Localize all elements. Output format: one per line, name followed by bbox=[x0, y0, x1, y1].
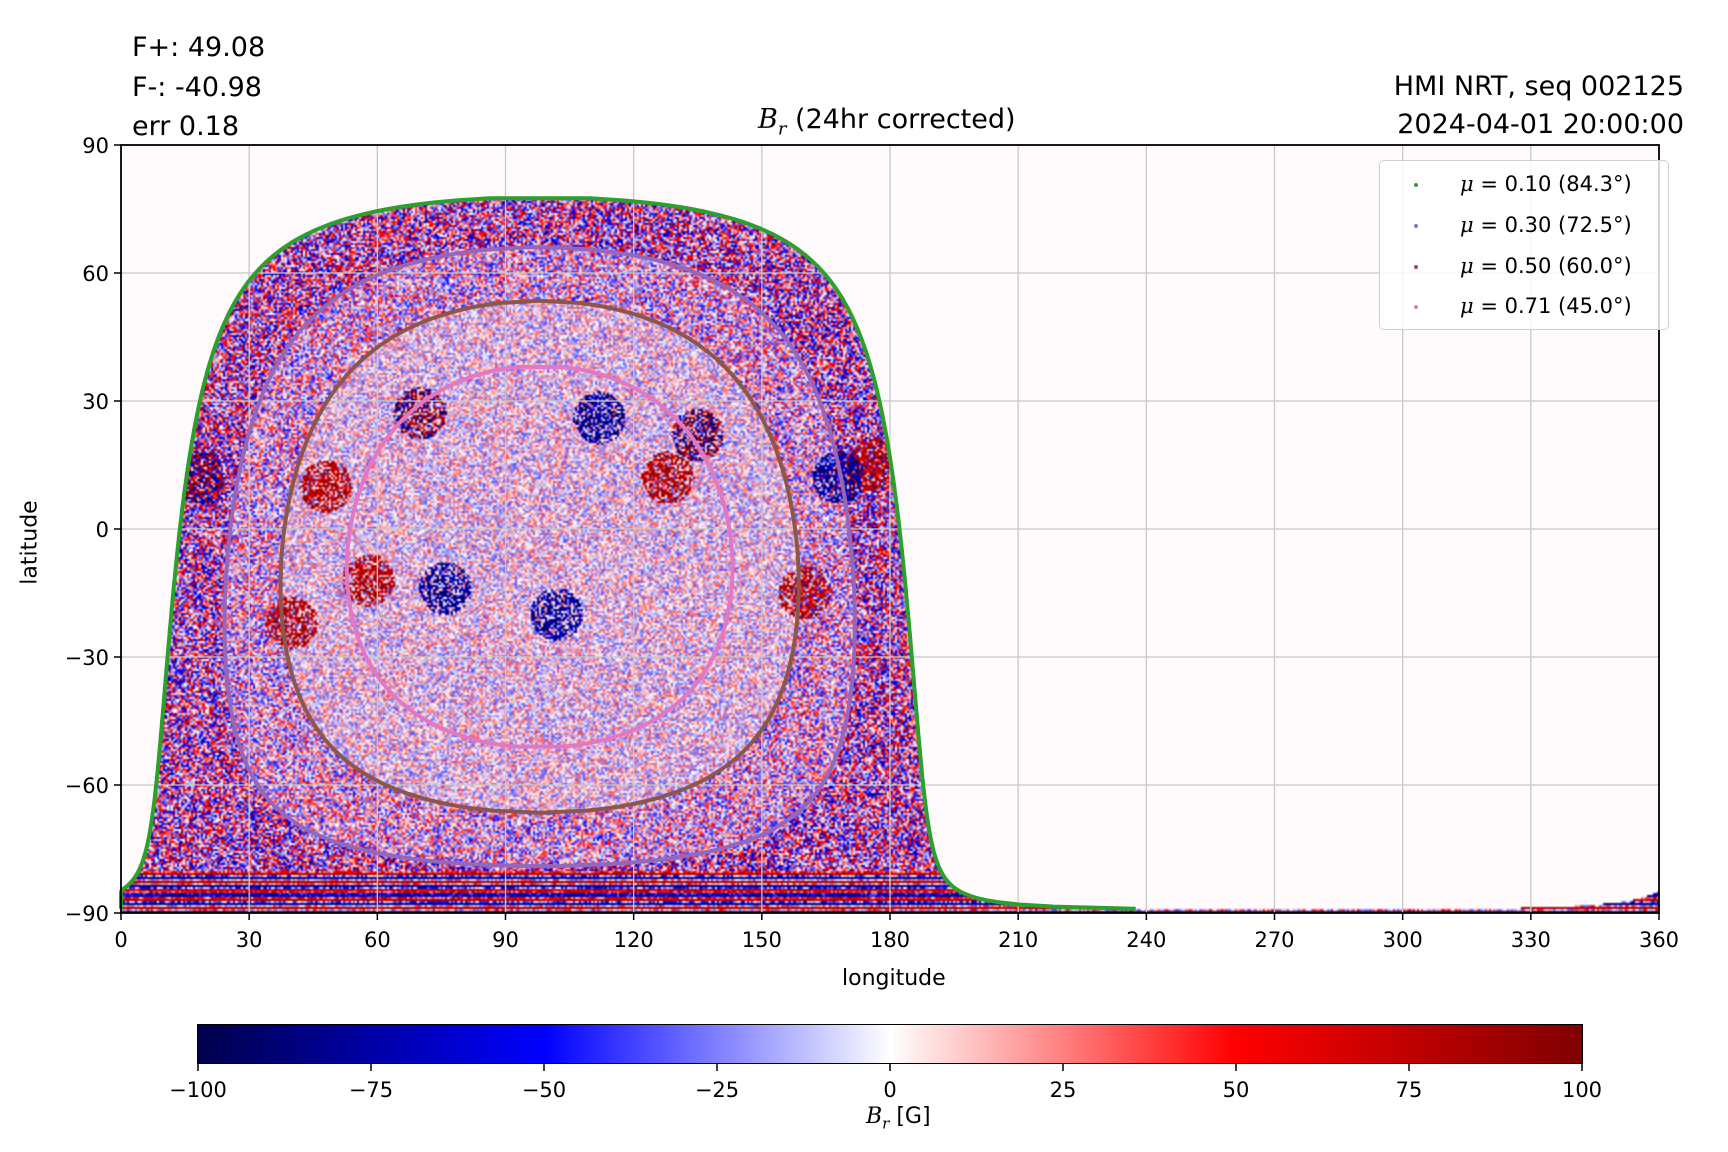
y-tick-label: 30 bbox=[82, 390, 109, 414]
legend-text: = 0.71 (45.0°) bbox=[1473, 294, 1632, 318]
flux-negative-label: F-: -40.98 bbox=[132, 72, 262, 103]
legend-text: = 0.50 (60.0°) bbox=[1473, 254, 1632, 278]
legend-item: μ = 0.30 (72.5°) bbox=[1380, 208, 1668, 244]
legend-item: μ = 0.10 (84.3°) bbox=[1380, 167, 1668, 203]
mu-contour-line bbox=[119, 196, 1136, 911]
colorbar-ticks: −100 −75 −50 −25 0 25 50 75 100 bbox=[169, 1063, 1602, 1102]
legend-symbol: μ bbox=[1460, 213, 1474, 237]
colorbar-tick-label: 25 bbox=[1050, 1078, 1077, 1102]
x-tick-label: 90 bbox=[492, 928, 519, 952]
legend-marker-icon bbox=[1414, 305, 1418, 309]
colorbar-tick-label: −25 bbox=[695, 1078, 739, 1102]
legend-marker-icon bbox=[1414, 183, 1418, 187]
error-label: err 0.18 bbox=[132, 111, 240, 142]
y-tick-label: −90 bbox=[65, 902, 109, 926]
legend-symbol: μ bbox=[1460, 254, 1474, 278]
y-tick-label: −60 bbox=[65, 774, 109, 798]
x-tick-label: 330 bbox=[1511, 928, 1551, 952]
instrument-label: HMI NRT, seq 002125 bbox=[1393, 71, 1684, 102]
x-tick-label: 30 bbox=[236, 928, 263, 952]
legend-text: = 0.10 (84.3°) bbox=[1473, 172, 1632, 196]
flux-positive-label: F+: 49.08 bbox=[132, 32, 266, 63]
mu-contour-line bbox=[344, 364, 735, 749]
legend-text: = 0.30 (72.5°) bbox=[1473, 213, 1632, 237]
grid-lines bbox=[121, 145, 1659, 913]
mu-contour-line bbox=[222, 245, 857, 869]
x-tick-label: 360 bbox=[1639, 928, 1679, 952]
x-tick-label: 300 bbox=[1383, 928, 1423, 952]
y-tick-label: −30 bbox=[65, 646, 109, 670]
x-tick-label: 240 bbox=[1126, 928, 1166, 952]
chart-title: Br (24hr corrected) bbox=[758, 106, 1016, 138]
legend-marker-icon bbox=[1414, 265, 1418, 269]
x-ticks: 0 30 60 90 120 150 180 210 240 270 300 330 360 bbox=[114, 913, 1679, 952]
legend-item: μ = 0.71 (45.0°) bbox=[1380, 289, 1668, 325]
y-ticks: 90 60 30 0 −30 −60 −90 bbox=[65, 134, 121, 926]
colorbar-frame bbox=[197, 1024, 1583, 1064]
legend-marker-icon bbox=[1414, 224, 1418, 228]
y-tick-label: 0 bbox=[96, 518, 109, 542]
colorbar-tick-label: 0 bbox=[883, 1078, 896, 1102]
y-axis-label: latitude bbox=[17, 500, 43, 585]
colorbar-label-subscript: r bbox=[882, 1114, 890, 1133]
y-tick-label: 90 bbox=[82, 134, 109, 158]
mu-contour-line bbox=[278, 298, 801, 815]
y-tick-label: 60 bbox=[82, 262, 109, 286]
timestamp-label: 2024-04-01 20:00:00 bbox=[1397, 109, 1684, 140]
mu-contours bbox=[119, 196, 1136, 911]
legend-symbol: μ bbox=[1460, 172, 1474, 196]
x-axis-label: longitude bbox=[842, 966, 946, 991]
title-rest: (24hr corrected) bbox=[786, 104, 1016, 135]
x-tick-label: 0 bbox=[114, 928, 127, 952]
legend-item: μ = 0.50 (60.0°) bbox=[1380, 249, 1668, 285]
colorbar-tick-label: −50 bbox=[522, 1078, 566, 1102]
colorbar-tick-label: −75 bbox=[349, 1078, 393, 1102]
colorbar-tick-label: 75 bbox=[1396, 1078, 1423, 1102]
x-tick-label: 180 bbox=[870, 928, 910, 952]
colorbar-label: Br [G] bbox=[866, 1106, 931, 1131]
x-tick-label: 60 bbox=[364, 928, 391, 952]
title-symbol: B bbox=[758, 104, 778, 135]
colorbar-tick-label: −100 bbox=[169, 1078, 227, 1102]
legend-symbol: μ bbox=[1460, 294, 1474, 318]
colorbar-tick-label: 50 bbox=[1223, 1078, 1250, 1102]
colorbar-label-unit: [G] bbox=[889, 1104, 931, 1129]
legend: μ = 0.10 (84.3°) μ = 0.30 (72.5°) μ = 0.… bbox=[1379, 160, 1669, 330]
colorbar-tick-label: 100 bbox=[1562, 1078, 1602, 1102]
x-tick-label: 270 bbox=[1254, 928, 1294, 952]
x-tick-label: 210 bbox=[998, 928, 1038, 952]
x-tick-label: 120 bbox=[614, 928, 654, 952]
title-subscript: r bbox=[777, 118, 787, 140]
x-tick-label: 150 bbox=[742, 928, 782, 952]
colorbar bbox=[198, 1025, 1582, 1063]
colorbar-label-symbol: B bbox=[866, 1104, 883, 1129]
